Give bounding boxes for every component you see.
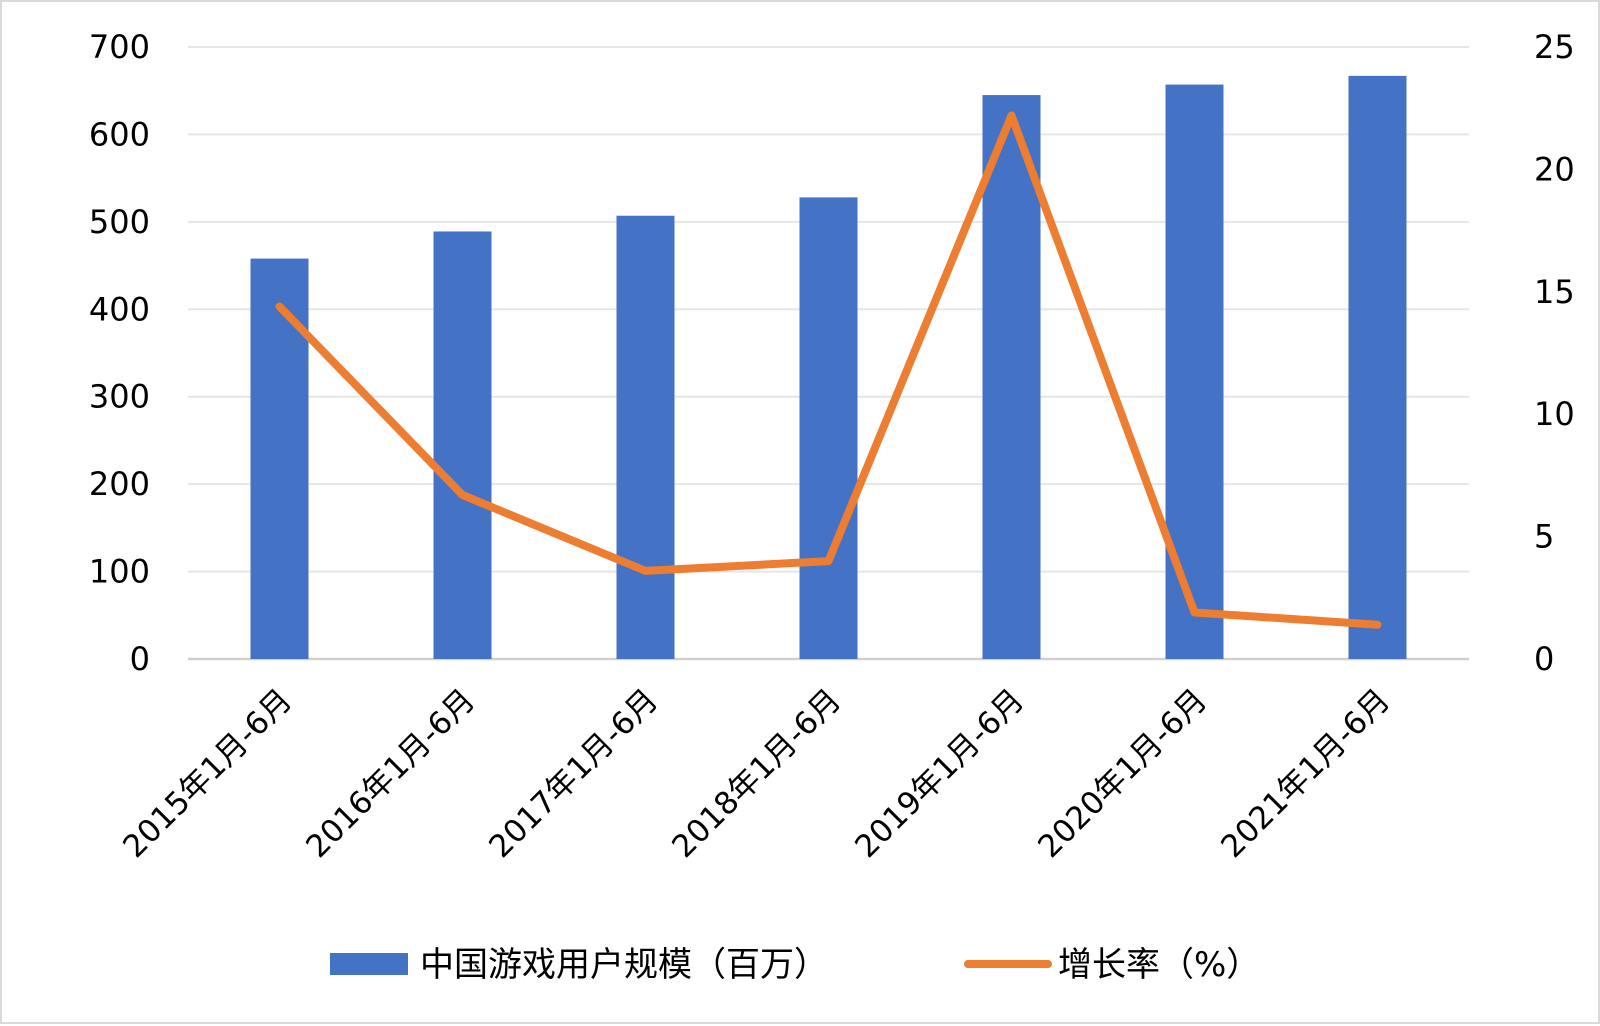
left-tick-label: 500 (89, 203, 150, 241)
bar (617, 216, 675, 659)
legend-label-line: 增长率（%） (1058, 945, 1260, 985)
legend: 中国游戏用户规模（百万） 增长率（%） (330, 945, 1260, 985)
left-tick-label: 200 (89, 465, 150, 503)
category-label: 2018年1月-6月 (665, 682, 848, 865)
left-y-axis: 0 100 200 300 400 500 600 700 (89, 28, 150, 678)
category-label: 2020年1月-6月 (1031, 682, 1214, 865)
bar (1349, 76, 1407, 659)
category-label: 2017年1月-6月 (482, 682, 665, 865)
bar (434, 231, 492, 659)
left-tick-label: 0 (130, 640, 150, 678)
legend-label-bar: 中国游戏用户规模（百万） (420, 945, 828, 985)
right-y-axis: 0 5 10 15 20 25 (1534, 28, 1575, 678)
left-tick-label: 700 (89, 28, 150, 66)
right-tick-label: 10 (1534, 395, 1575, 433)
left-tick-label: 400 (89, 290, 150, 328)
category-label: 2021年1月-6月 (1214, 682, 1397, 865)
left-tick-label: 100 (89, 553, 150, 591)
category-label: 2019年1月-6月 (848, 682, 1031, 865)
bar (800, 197, 858, 659)
right-tick-label: 15 (1534, 273, 1575, 311)
legend-swatch-bar (330, 953, 408, 975)
category-label: 2016年1月-6月 (299, 682, 482, 865)
right-tick-label: 5 (1534, 518, 1554, 556)
right-tick-label: 0 (1534, 640, 1554, 678)
bar (1166, 85, 1224, 659)
left-tick-label: 600 (89, 115, 150, 153)
right-tick-label: 25 (1534, 28, 1575, 66)
category-label: 2015年1月-6月 (116, 682, 299, 865)
left-tick-label: 300 (89, 378, 150, 416)
right-tick-label: 20 (1534, 150, 1575, 188)
bar (251, 259, 309, 659)
